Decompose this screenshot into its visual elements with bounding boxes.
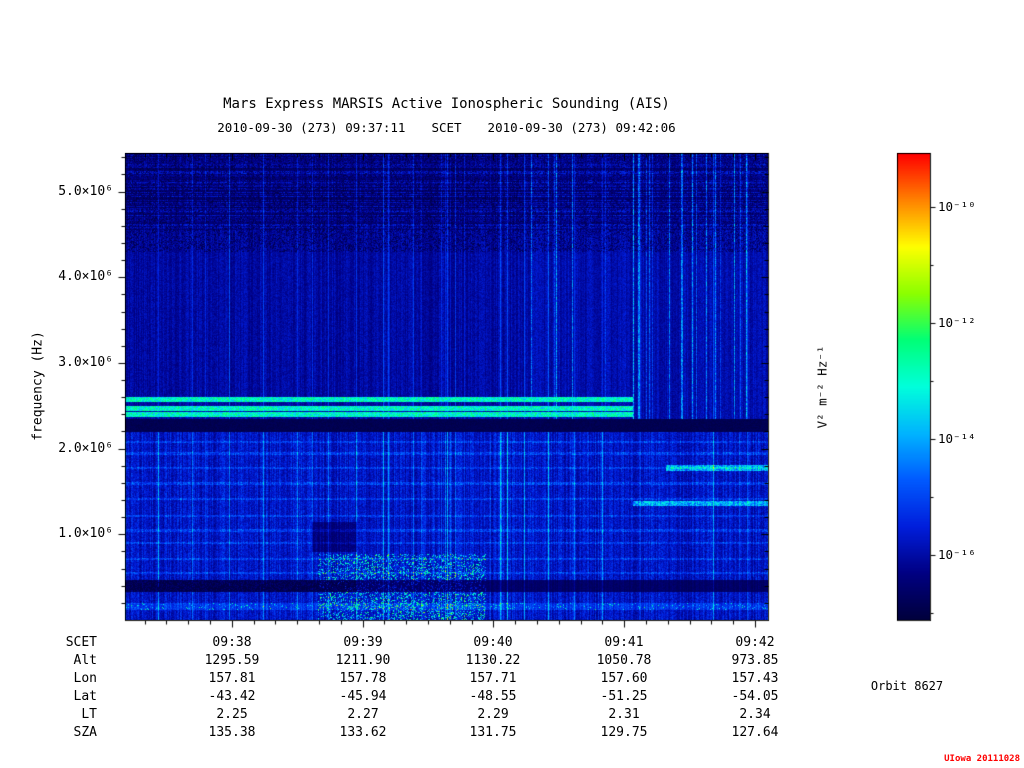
ephemeris-row-label: Alt: [73, 653, 97, 668]
ephemeris-value: 09:38: [212, 635, 252, 650]
ephemeris-value: 09:41: [604, 635, 644, 650]
ephemeris-value: -43.42: [208, 689, 256, 704]
spectrogram-canvas: [125, 153, 768, 620]
ephemeris-value: 129.75: [600, 725, 648, 740]
ephemeris-value: -51.25: [600, 689, 648, 704]
y-tick-label: 3.0×10⁶: [58, 355, 113, 370]
ephemeris-row-label: Lon: [73, 671, 97, 686]
colorbar-tick-label: 10⁻¹²: [938, 315, 976, 330]
y-tick-label: 1.0×10⁶: [58, 526, 113, 541]
ephemeris-row-label: SCET: [65, 635, 97, 650]
y-tick-label: 5.0×10⁶: [58, 184, 113, 199]
orbit-label: Orbit 8627: [870, 679, 944, 693]
ephemeris-value: 131.75: [469, 725, 517, 740]
scet-axis-label: SCET: [431, 120, 462, 135]
ephemeris-value: -48.55: [469, 689, 517, 704]
ephemeris-value: 2.31: [608, 707, 640, 722]
ephemeris-value: 135.38: [208, 725, 256, 740]
ephemeris-value: 157.60: [600, 671, 648, 686]
ephemeris-value: 133.62: [339, 725, 387, 740]
ephemeris-row-alt: Alt 1295.59 1211.90 1130.22 1050.78 973.…: [0, 652, 1024, 670]
y-axis-label: frequency (Hz): [30, 331, 46, 441]
colorbar-tick-label: 10⁻¹⁶: [938, 547, 976, 562]
ephemeris-value: 2.34: [739, 707, 771, 722]
ephemeris-value: 127.64: [731, 725, 779, 740]
scet-end-time: 2010-09-30 (273) 09:42:06: [487, 120, 676, 135]
colorbar-tick-label: 10⁻¹⁴: [938, 431, 976, 446]
ephemeris-value: 2.29: [477, 707, 509, 722]
ephemeris-row-lt: LT 2.25 2.27 2.29 2.31 2.34: [0, 706, 1024, 724]
ephemeris-value: 157.81: [208, 671, 256, 686]
ephemeris-value: 1050.78: [596, 653, 652, 668]
chart-title: Mars Express MARSIS Active Ionospheric S…: [223, 96, 670, 112]
ephemeris-value: 157.71: [469, 671, 517, 686]
ephemeris-value: -54.05: [731, 689, 779, 704]
chart-subtitle: 2010-09-30 (273) 09:37:11 SCET 2010-09-30 …: [125, 120, 768, 135]
ephemeris-value: 1295.59: [204, 653, 260, 668]
ephemeris-value: -45.94: [339, 689, 387, 704]
ephemeris-value: 157.78: [339, 671, 387, 686]
ephemeris-value: 157.43: [731, 671, 779, 686]
y-tick-label: 4.0×10⁶: [58, 269, 113, 284]
ephemeris-value: 09:40: [473, 635, 513, 650]
ephemeris-value: 09:42: [735, 635, 775, 650]
ephemeris-value: 1211.90: [335, 653, 391, 668]
ephemeris-value: 2.25: [216, 707, 248, 722]
ephemeris-row-label: LT: [81, 707, 97, 722]
version-stamp: UIowa 20111028: [944, 754, 1020, 764]
ephemeris-value: 09:39: [343, 635, 383, 650]
colorbar-axis-label: V² m⁻² Hz⁻¹: [814, 345, 830, 429]
ephemeris-row-sza: SZA 135.38 133.62 131.75 129.75 127.64: [0, 724, 1024, 742]
ephemeris-value: 2.27: [347, 707, 379, 722]
ephemeris-value: 1130.22: [465, 653, 521, 668]
ephemeris-row-lat: Lat -43.42 -45.94 -48.55 -51.25 -54.05: [0, 688, 1024, 706]
ephemeris-row-label: Lat: [73, 689, 97, 704]
ephemeris-row-lon: Lon 157.81 157.78 157.71 157.60 157.43: [0, 670, 1024, 688]
ephemeris-row-label: SZA: [73, 725, 97, 740]
colorbar-canvas: [897, 153, 930, 620]
scet-start-time: 2010-09-30 (273) 09:37:11: [217, 120, 406, 135]
ephemeris-value: 973.85: [731, 653, 779, 668]
colorbar-tick-label: 10⁻¹⁰: [938, 199, 976, 214]
y-tick-label: 2.0×10⁶: [58, 441, 113, 456]
ephemeris-row-scet: SCET 09:38 09:39 09:40 09:41 09:42: [0, 634, 1024, 652]
